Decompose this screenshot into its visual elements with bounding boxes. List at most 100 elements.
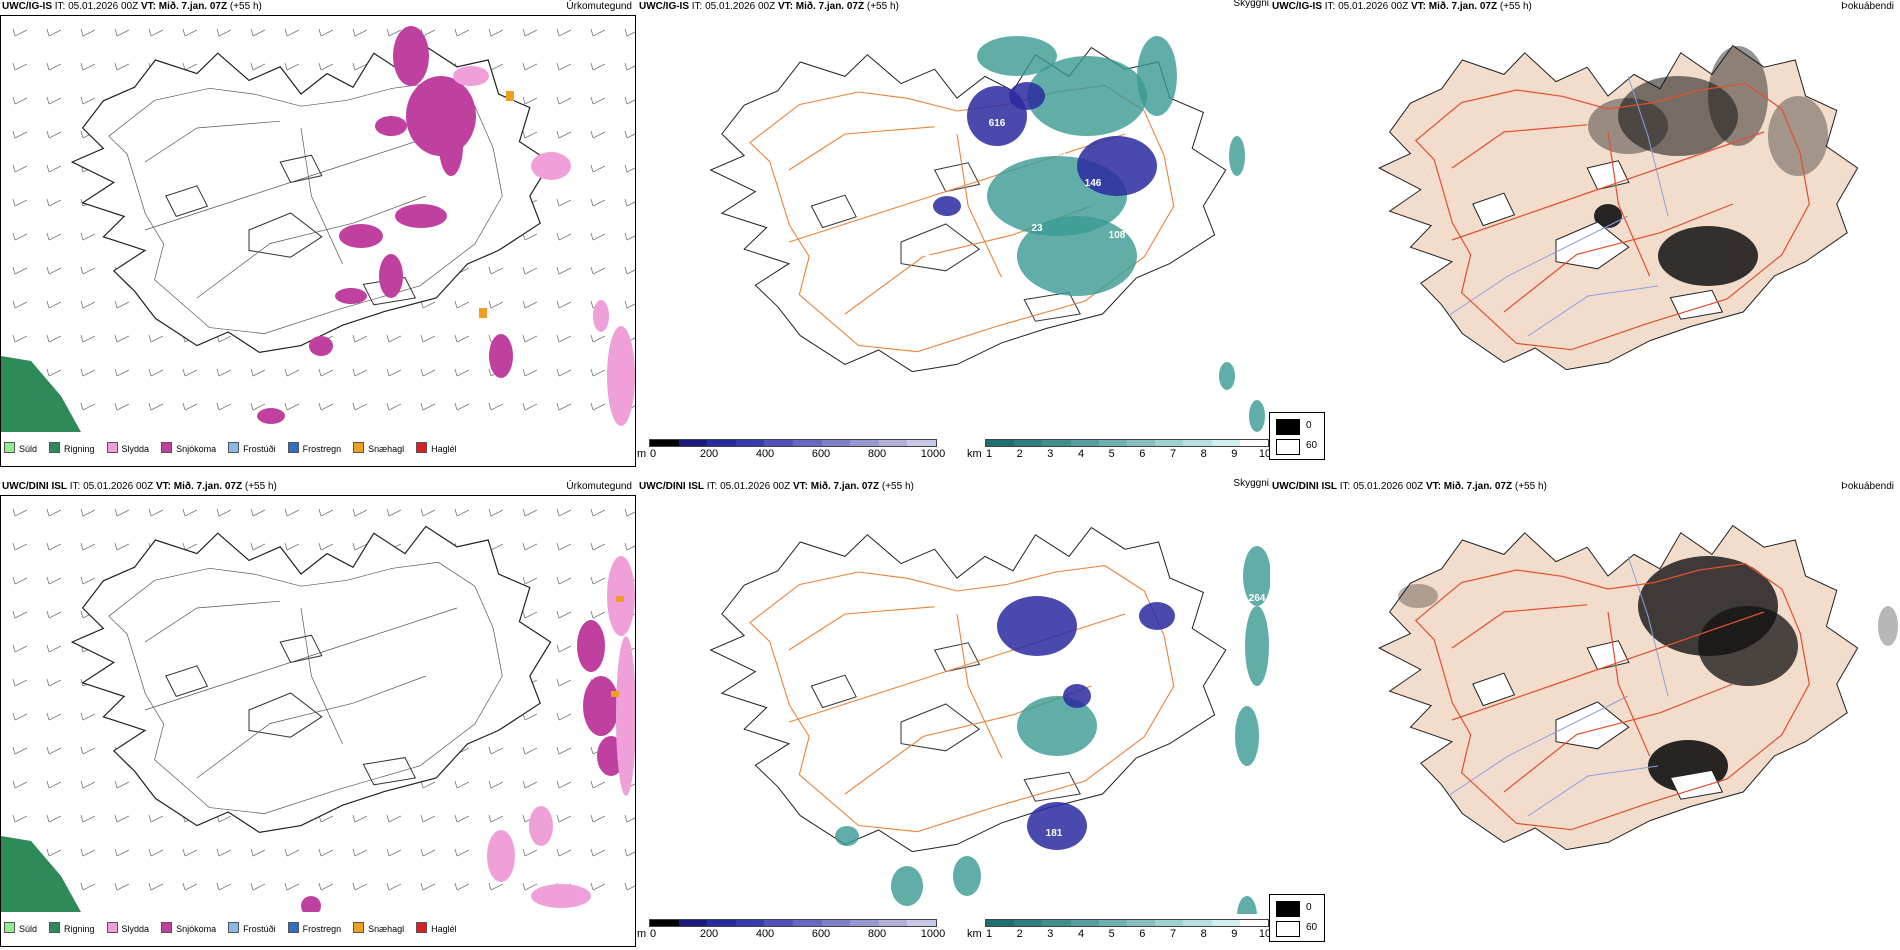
wind-barb [12,96,28,105]
wind-barb [318,402,334,411]
road-line [956,613,1003,759]
wind-barb [590,610,606,619]
colorbar-tick: 6 [1139,928,1146,940]
wind-barb [624,542,635,551]
panel-title: Úrkomutegund [566,1,632,12]
colorbar-unit: m [637,448,647,460]
wind-barb [522,712,538,721]
colorbar-step [1183,920,1212,926]
precip-legend-swatch [228,922,240,933]
colorbar-tick: 400 [755,928,775,940]
wind-barb [352,402,368,411]
wind-barb [556,508,572,517]
precip-legend-item: Súld [4,921,37,937]
colorbar-step [821,920,851,926]
wind-barb [250,848,266,857]
fog-legend-low: 0 [1306,420,1312,431]
wind-barb [522,848,538,857]
wind-barb [386,848,402,857]
wind-barb [454,402,470,411]
wind-barb [114,780,130,789]
wind-barb [284,28,300,37]
wind-barb [624,62,635,71]
precip-legend-item: Snjókoma [161,921,216,937]
low-visibility-area [1235,706,1259,766]
wind-barb [590,848,606,857]
snow-area [335,288,367,304]
precip-legend-swatch [228,442,240,453]
wind-barb [216,402,232,411]
precip-legend-swatch [161,442,173,453]
wind-barb [352,508,368,517]
wind-barb [454,300,470,309]
wind-barb [80,780,96,789]
low-cloud-base-area [1009,82,1045,110]
fog-index-area [1878,606,1898,646]
road-line [788,126,935,171]
colorbar-step [1239,440,1269,446]
precip-map[interactable] [1,16,635,432]
precip-map[interactable] [1,496,635,912]
colorbar-step [1183,440,1212,446]
wind-barb [114,402,130,411]
colorbar-step [878,920,908,926]
road-line [144,607,458,711]
visibility-panel: UWC/IG-IS IT: 05.01.2026 00Z VT: Mið. 7.… [637,0,1273,470]
wind-barb [590,28,606,37]
wind-barb [114,508,130,517]
it-label: IT: [691,1,703,12]
wind-barb [250,62,266,71]
precip-legend-label: Súld [19,444,38,454]
colorbar-step [1127,920,1156,926]
wind-barb [624,508,635,517]
wind-barb [46,508,62,517]
coastline [1378,44,1859,371]
fog-index-area [1768,96,1828,176]
colorbar-tick: 8 [1200,928,1207,940]
snow-area [339,224,383,248]
wind-barb [522,882,538,891]
low-cloud-base-area [1139,602,1175,630]
wind-barb [148,368,164,377]
wind-barb [46,678,62,687]
model-name: UWC/DINI ISL [2,481,67,492]
wind-barb [114,62,130,71]
cloud-base-label: 122 [914,248,931,259]
wind-barb [624,266,635,275]
wind-barb [556,644,572,653]
elevation-colorbar: m 0 200 400 600 800 1000 [637,919,945,943]
visibility-map[interactable]: 264 181 [637,496,1271,914]
precip-legend-item: Snæhagl [353,921,404,937]
wind-barb [80,96,96,105]
sleet-area [616,636,635,796]
colorbar-tick: 1000 [920,928,946,940]
precip-legend-item: Frostúði [228,441,276,457]
map-frame [0,15,636,467]
precip-legend-item: Snjókoma [161,441,216,457]
snow-pellets-area [506,91,514,101]
road-line [144,120,281,163]
fog-index-map[interactable] [1328,16,1898,434]
river-line [1447,695,1629,797]
wind-barb [624,130,635,139]
wind-barb [420,402,436,411]
snow-pellets-area [616,596,624,602]
glacier-outline [248,692,323,738]
fog-index-map[interactable] [1328,496,1898,914]
wind-barb [114,28,130,37]
wind-barb [386,402,402,411]
wind-barb [114,542,130,551]
low-visibility-area [1027,56,1147,136]
wind-barb [12,232,28,241]
wind-barb [590,164,606,173]
precip-legend-label: Slydda [121,924,150,934]
wind-barb [590,334,606,343]
colorbar-step [850,920,879,926]
wind-barb [46,300,62,309]
wind-barb [12,576,28,585]
wind-barb [12,780,28,789]
river-line [1527,285,1659,337]
visibility-map[interactable]: 616 165 146 20 108 122 162 481 23 [637,16,1271,434]
wind-barb [250,542,266,551]
wind-barb [46,848,62,857]
